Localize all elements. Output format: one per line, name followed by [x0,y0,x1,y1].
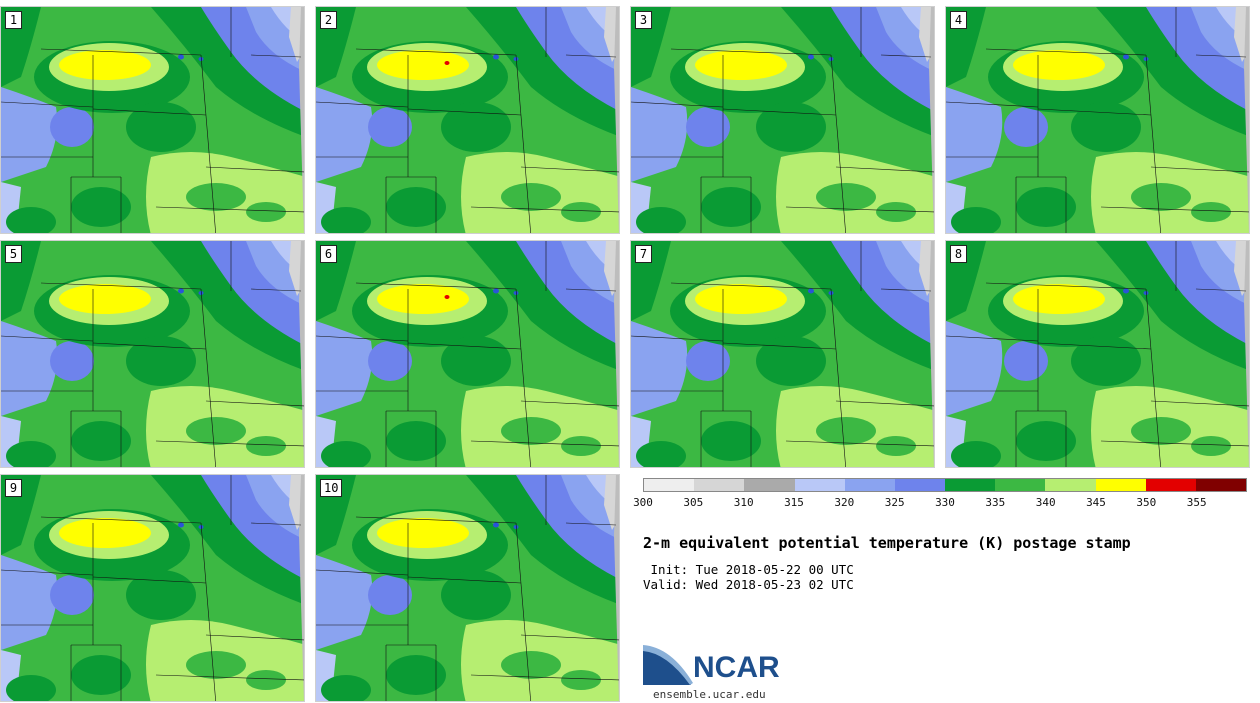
member-number-label: 1 [5,11,22,29]
colorbar-tick-label: 320 [834,496,855,509]
colorbar-tick-label: 335 [985,496,1006,509]
colorbar-tick-label: 330 [935,496,955,509]
theta-e-map [946,7,1249,233]
ensemble-member-panel-2: 2 [315,6,620,234]
ncar-wordmark: NCAR [693,651,780,684]
colorbar-tick-label: 345 [1086,496,1106,509]
ncar-logo: NCAR ensemble.ucar.edu [643,645,803,701]
colorbar-swatch [1145,479,1196,491]
colorbar-swatch [644,479,695,491]
colorbar-tick-label: 350 [1136,496,1157,509]
colorbar-tick-label: 325 [884,496,905,509]
colorbar-swatch [1045,479,1096,491]
member-number-label: 7 [635,245,652,263]
member-number-label: 9 [5,479,22,497]
ensemble-member-panel-7: 7 [630,240,935,468]
ensemble-member-panel-8: 8 [945,240,1250,468]
member-number-label: 10 [320,479,343,497]
colorbar-tick-label: 315 [784,496,804,509]
colorbar-tick-label: 300 [633,496,653,509]
theta-e-map [631,7,934,233]
member-number-label: 2 [320,11,337,29]
theta-e-map [631,241,934,467]
ensemble-member-panel-10: 10 [315,474,620,702]
ensemble-member-panel-6: 6 [315,240,620,468]
theta-e-map [1,241,304,467]
colorbar-swatch [744,479,795,491]
member-number-label: 8 [950,245,967,263]
ensemble-member-panel-3: 3 [630,6,935,234]
colorbar-swatch [945,479,996,491]
colorbar-swatch [694,479,745,491]
colorbar [643,478,1247,492]
colorbar-tick-labels: 300 305 310 315 320 325 330 335 340 345 350 355 [633,496,1247,512]
theta-e-map [1,7,304,233]
ensemble-member-panel-1: 1 [0,6,305,234]
member-number-label: 5 [5,245,22,263]
figure-title: 2-m equivalent potential temperature (K)… [643,534,1131,552]
colorbar-tick-label: 340 [1035,496,1056,509]
ensemble-member-panel-4: 4 [945,6,1250,234]
ensemble-member-panel-5: 5 [0,240,305,468]
init-time: Init: Tue 2018-05-22 00 UTC [643,562,854,577]
member-number-label: 3 [635,11,652,29]
theta-e-map [1,475,304,701]
member-number-label: 6 [320,245,337,263]
colorbar-swatch [844,479,895,491]
theta-e-map [316,7,619,233]
logo-url: ensemble.ucar.edu [653,688,766,701]
member-number-label: 4 [950,11,967,29]
ensemble-member-panel-9: 9 [0,474,305,702]
theta-e-map [316,241,619,467]
colorbar-tick-label: 355 [1186,496,1207,509]
colorbar-tick-label: 305 [683,496,704,509]
colorbar-swatch [894,479,946,491]
theta-e-map [316,475,619,701]
theta-e-map [946,241,1249,467]
ncar-swoosh-icon [643,645,693,685]
colorbar-swatch [1195,479,1247,491]
colorbar-swatch [995,479,1046,491]
valid-time: Valid: Wed 2018-05-23 02 UTC [643,577,854,592]
colorbar-tick-label: 310 [733,496,754,509]
colorbar-swatch [1095,479,1146,491]
colorbar-swatch [794,479,845,491]
